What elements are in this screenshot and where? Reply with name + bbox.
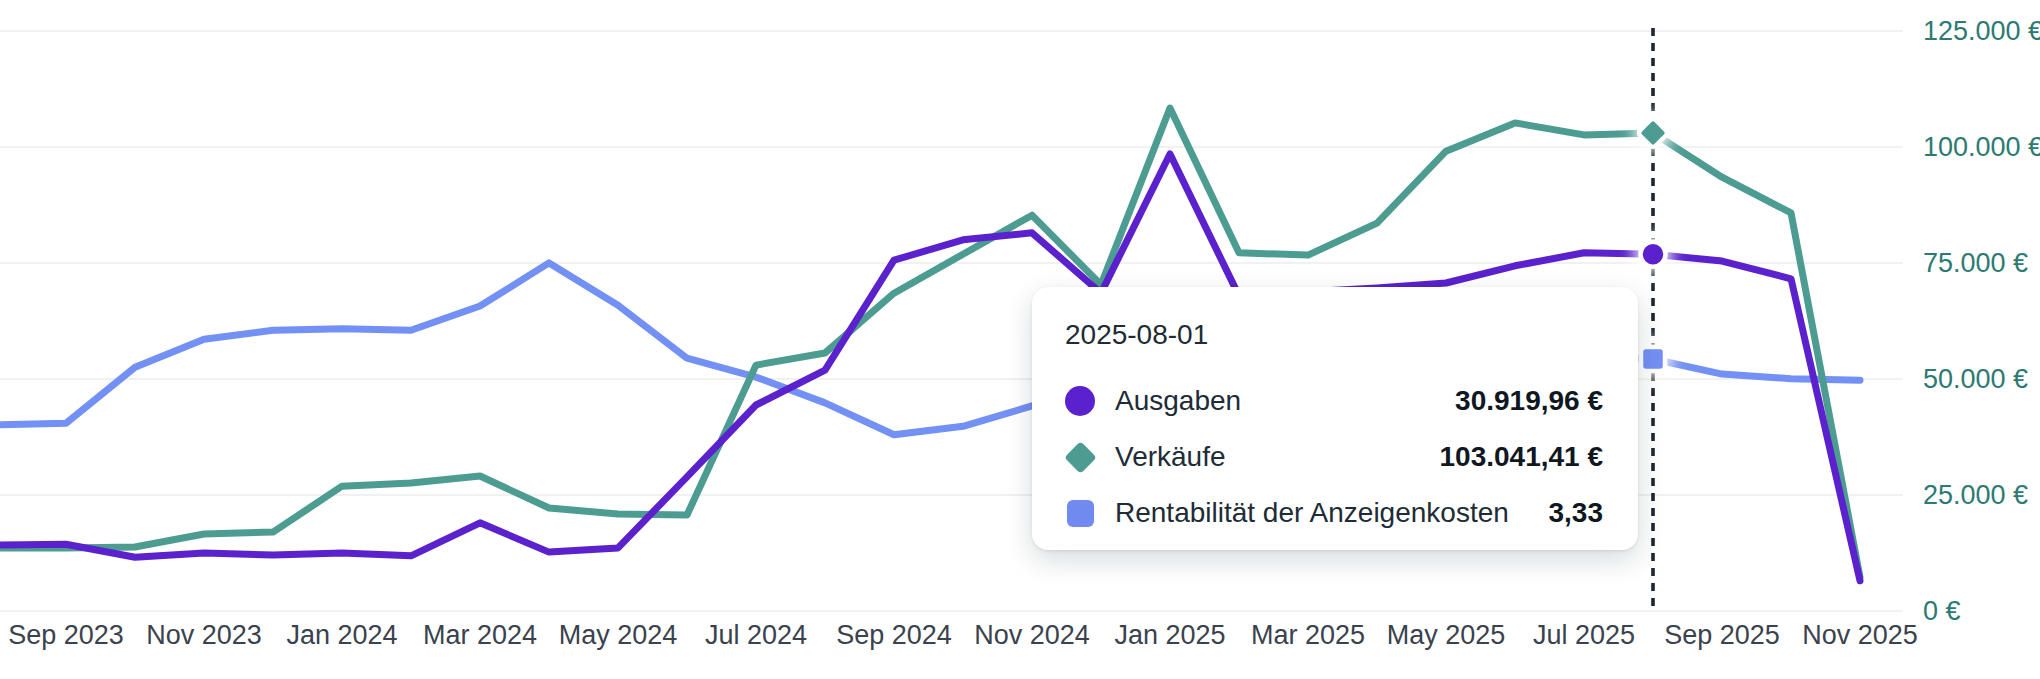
x-axis-tick-label: Nov 2023 (124, 620, 284, 651)
diamond-icon (1065, 442, 1095, 472)
x-axis-tick-label: Mar 2024 (400, 620, 560, 651)
x-axis-tick-label: Jan 2025 (1090, 620, 1250, 651)
y-axis-tick-label: 50.000 € (1923, 362, 2038, 396)
tooltip-row-rentabilitaet: Rentabilität der Anzeigenkosten 3,33 (1065, 497, 1603, 529)
chart-plot-area[interactable] (0, 0, 2040, 679)
x-axis-tick-label: May 2025 (1366, 620, 1526, 651)
tooltip-row-ausgaben: Ausgaben 30.919,96 € (1065, 385, 1603, 417)
tooltip-row-label: Verkäufe (1115, 441, 1226, 473)
x-axis-tick-label: Jul 2025 (1504, 620, 1664, 651)
y-axis-tick-label: 125.000 € (1923, 14, 2038, 48)
tooltip-row-verkaeufe: Verkäufe 103.041,41 € (1065, 441, 1603, 473)
x-axis-tick-label: Sep 2025 (1642, 620, 1802, 651)
x-axis-tick-label: Nov 2024 (952, 620, 1112, 651)
y-axis-tick-label: 100.000 € (1923, 130, 2038, 164)
x-axis-tick-label: Nov 2025 (1780, 620, 1940, 651)
tooltip-row-label: Rentabilität der Anzeigenkosten (1115, 497, 1509, 529)
tooltip-row-value: 3,33 (1549, 497, 1604, 529)
square-icon (1065, 498, 1095, 528)
tooltip-row-label: Ausgaben (1115, 385, 1241, 417)
campaign-metrics-chart: 0 € 25.000 € 50.000 € 75.000 € 100.000 € 125.… (0, 0, 2040, 679)
x-axis-tick-label: May 2024 (538, 620, 698, 651)
x-axis-tick-label: Jan 2024 (262, 620, 422, 651)
y-axis-tick-label: 75.000 € (1923, 246, 2038, 280)
chart-tooltip: 2025-08-01 Ausgaben 30.919,96 € Verkäufe… (1032, 287, 1638, 550)
circle-marker (1641, 242, 1666, 267)
x-axis-tick-label: Jul 2024 (676, 620, 836, 651)
square-marker (1641, 347, 1665, 371)
tooltip-row-value: 30.919,96 € (1455, 385, 1603, 417)
y-axis-tick-label: 25.000 € (1923, 478, 2038, 512)
x-axis-tick-label: Sep 2024 (814, 620, 974, 651)
tooltip-date: 2025-08-01 (1065, 319, 1603, 351)
y-axis-tick-label: 0 € (1923, 594, 2038, 628)
x-axis-tick-label: Mar 2025 (1228, 620, 1388, 651)
tooltip-row-value: 103.041,41 € (1440, 441, 1604, 473)
circle-icon (1065, 386, 1095, 416)
